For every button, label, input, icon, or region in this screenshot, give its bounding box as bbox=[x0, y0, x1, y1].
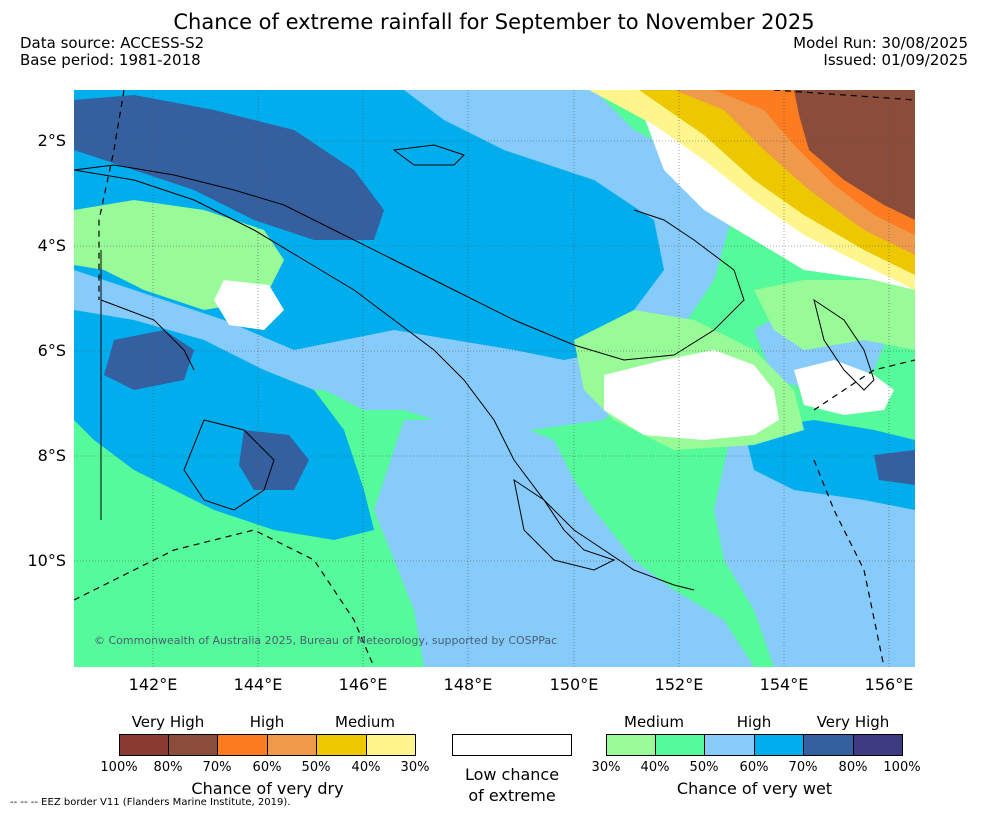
dry-swatch-4 bbox=[267, 734, 317, 756]
low-chance-caption-1: Low chance bbox=[464, 765, 560, 784]
wet-swatch-6 bbox=[853, 734, 903, 756]
field-low-chance bbox=[794, 360, 894, 415]
lat-label-10s: 10°S bbox=[27, 551, 66, 570]
dry-tick-1: 80% bbox=[153, 760, 183, 775]
model-run-text: Model Run: 30/08/2025 bbox=[793, 34, 968, 52]
wet-caption: Chance of very wet bbox=[676, 779, 833, 798]
field-low-chance bbox=[214, 280, 284, 330]
wet-swatch-4 bbox=[754, 734, 804, 756]
wet-tick-1: 40% bbox=[640, 760, 670, 775]
lat-label-4s: 4°S bbox=[37, 236, 66, 255]
lon-label-156e: 156°E bbox=[864, 675, 914, 694]
lat-label-6s: 6°S bbox=[37, 341, 66, 360]
low-chance-swatch bbox=[452, 734, 572, 756]
field-wet-30 bbox=[754, 280, 915, 350]
field-dry-80 bbox=[794, 90, 915, 220]
header-left: Data source: ACCESS-S2 Base period: 1981… bbox=[20, 35, 204, 69]
dry-swatch-1 bbox=[119, 734, 169, 756]
eez-note: -- -- -- EEZ border V11 (Flanders Marine… bbox=[10, 797, 291, 808]
wet-tick-4: 70% bbox=[788, 760, 818, 775]
wet-tick-5: 80% bbox=[838, 760, 868, 775]
lat-label-2s: 2°S bbox=[37, 131, 66, 150]
field-wet-70 bbox=[104, 330, 194, 390]
wet-tick-2: 50% bbox=[689, 760, 719, 775]
wet-level-medium: Medium bbox=[624, 713, 684, 731]
dry-level-very-high: Very High bbox=[131, 713, 205, 731]
lon-label-150e: 150°E bbox=[549, 675, 599, 694]
wet-level-very-high: Very High bbox=[816, 713, 890, 731]
dry-level-medium: Medium bbox=[335, 713, 395, 731]
dry-tick-0: 100% bbox=[100, 760, 138, 775]
wet-tick-6: 100% bbox=[883, 760, 921, 775]
dry-tick-6: 30% bbox=[400, 760, 430, 775]
lon-label-148e: 148°E bbox=[443, 675, 493, 694]
eez-borders bbox=[74, 90, 915, 667]
base-period-text: Base period: 1981-2018 bbox=[20, 51, 201, 69]
lon-label-146e: 146°E bbox=[338, 675, 388, 694]
field-wet-70 bbox=[874, 450, 915, 485]
wet-tick-3: 60% bbox=[739, 760, 769, 775]
coastlines bbox=[74, 144, 875, 591]
field-wet-70 bbox=[74, 95, 384, 240]
wet-swatch-3 bbox=[704, 734, 755, 756]
lat-label-8s: 8°S bbox=[37, 446, 66, 465]
wet-swatch-2 bbox=[655, 734, 705, 756]
field-low-chance bbox=[604, 350, 779, 440]
lon-label-152e: 152°E bbox=[654, 675, 704, 694]
lon-label-154e: 154°E bbox=[759, 675, 809, 694]
copyright-text: © Commonwealth of Australia 2025, Bureau… bbox=[94, 634, 558, 647]
issued-text: Issued: 01/09/2025 bbox=[823, 51, 968, 69]
data-source-text: Data source: ACCESS-S2 bbox=[20, 34, 205, 52]
wet-tick-0: 30% bbox=[591, 760, 621, 775]
dry-tick-2: 70% bbox=[202, 760, 232, 775]
field-wet-60 bbox=[744, 420, 915, 510]
chart-title: Chance of extreme rainfall for September… bbox=[173, 10, 815, 34]
field-wet-50 bbox=[374, 420, 754, 667]
wet-swatch-5 bbox=[803, 734, 854, 756]
dry-tick-5: 40% bbox=[351, 760, 381, 775]
dry-swatch-3 bbox=[217, 734, 268, 756]
dry-caption: Chance of very dry bbox=[191, 779, 344, 798]
wet-swatch-1 bbox=[606, 734, 656, 756]
graticule bbox=[74, 90, 915, 667]
dry-swatch-6 bbox=[366, 734, 416, 756]
lon-label-142e: 142°E bbox=[128, 675, 178, 694]
low-chance-caption-2: of extreme bbox=[468, 786, 556, 805]
dry-tick-3: 60% bbox=[252, 760, 282, 775]
dry-level-high: High bbox=[249, 713, 285, 731]
wet-level-high: High bbox=[736, 713, 772, 731]
rainfall-map bbox=[74, 90, 915, 667]
dry-tick-4: 50% bbox=[301, 760, 331, 775]
lon-label-144e: 144°E bbox=[233, 675, 283, 694]
dry-swatch-2 bbox=[168, 734, 218, 756]
dry-swatch-5 bbox=[316, 734, 367, 756]
header-right: Model Run: 30/08/2025 Issued: 01/09/2025 bbox=[793, 35, 968, 69]
